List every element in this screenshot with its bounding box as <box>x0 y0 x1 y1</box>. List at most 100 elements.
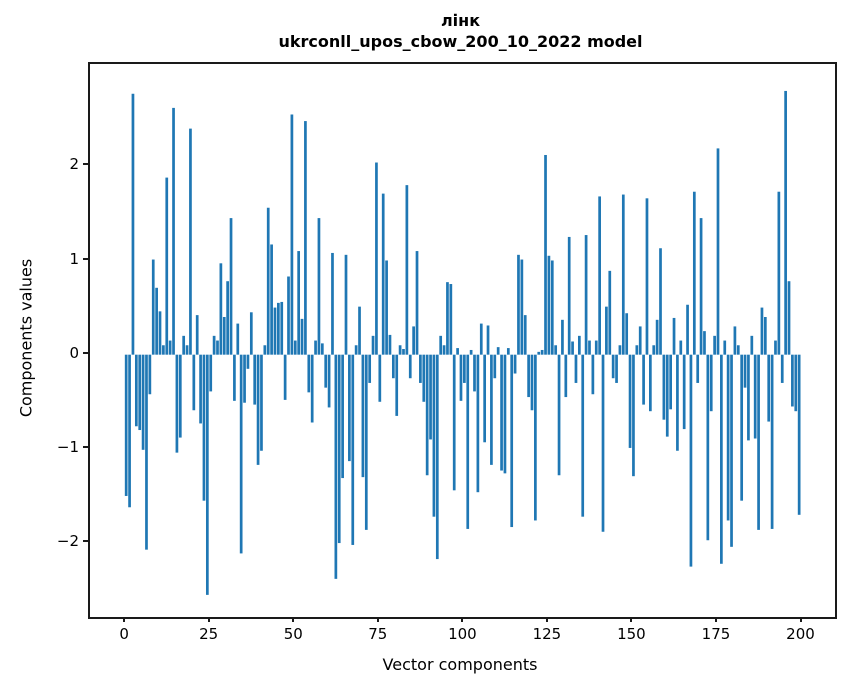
bar <box>219 263 223 355</box>
bar <box>168 340 172 355</box>
bar <box>540 349 544 355</box>
bar <box>476 354 480 493</box>
bar <box>337 354 341 544</box>
bar <box>419 354 422 383</box>
bar <box>571 341 574 355</box>
bar <box>577 335 581 355</box>
bar <box>243 354 246 403</box>
bar <box>236 323 240 355</box>
bar <box>354 345 358 355</box>
bar <box>463 354 466 383</box>
bar <box>290 114 294 355</box>
x-tick <box>715 617 717 622</box>
bar <box>216 340 219 355</box>
bar <box>794 354 798 412</box>
bar <box>750 335 754 355</box>
bar <box>496 347 500 355</box>
bar <box>263 345 267 355</box>
bar <box>381 193 385 355</box>
bar <box>348 354 351 462</box>
bar <box>780 354 784 383</box>
bar <box>446 282 449 355</box>
bar <box>178 354 182 438</box>
bar <box>564 354 568 398</box>
bar <box>395 354 399 416</box>
bar <box>588 340 591 355</box>
bar <box>696 354 700 383</box>
bar <box>767 354 771 422</box>
bar <box>679 340 683 355</box>
bar <box>757 354 760 530</box>
bar <box>713 335 716 355</box>
bar <box>523 315 527 355</box>
bar <box>199 354 202 424</box>
bar <box>534 354 537 521</box>
bar <box>412 326 415 355</box>
bar <box>273 307 277 355</box>
x-tick-label: 125 <box>532 625 562 643</box>
bar <box>402 349 405 355</box>
x-tick-label: 175 <box>701 625 731 643</box>
bar <box>632 354 635 477</box>
bar <box>479 323 483 355</box>
y-axis-label: Components values <box>16 258 36 418</box>
bar <box>537 351 541 355</box>
bar <box>425 354 429 476</box>
bar <box>324 354 328 388</box>
x-tick-label: 100 <box>448 625 477 643</box>
bar <box>415 251 419 355</box>
bar <box>158 311 162 355</box>
bar <box>226 281 229 355</box>
bar <box>709 354 713 412</box>
bar <box>723 340 727 355</box>
bar <box>686 304 689 355</box>
bar <box>784 90 787 355</box>
bar <box>760 307 764 355</box>
bar <box>557 354 561 476</box>
bar <box>459 354 463 401</box>
bar <box>452 354 456 491</box>
bar <box>554 345 558 355</box>
bar <box>162 345 165 355</box>
bar <box>222 317 226 355</box>
bar <box>408 354 412 379</box>
bar <box>605 306 608 355</box>
bar <box>256 354 260 465</box>
bar <box>594 340 598 355</box>
bar <box>280 301 284 355</box>
bar <box>385 260 388 355</box>
bar <box>703 331 706 355</box>
y-tick-label: −2 <box>56 532 79 551</box>
y-tick-label: 2 <box>69 155 79 174</box>
bar <box>124 354 128 496</box>
bar <box>649 354 652 412</box>
chart-title: лінк ukrconll_upos_cbow_200_10_2022 mode… <box>88 10 833 52</box>
bar <box>777 191 781 355</box>
x-tick-label: 0 <box>119 625 129 643</box>
bar <box>435 354 439 560</box>
x-tick <box>207 617 210 622</box>
bar <box>331 252 334 355</box>
bar <box>736 345 740 355</box>
bar <box>327 354 331 408</box>
plot-area <box>88 62 837 619</box>
bar <box>574 354 578 383</box>
x-tick <box>123 617 126 622</box>
bar <box>689 354 693 567</box>
bar <box>618 345 622 355</box>
bar <box>635 345 639 355</box>
chart-title-line2: ukrconll_upos_cbow_200_10_2022 model <box>278 32 643 52</box>
x-tick-label: 75 <box>368 625 388 643</box>
bar <box>581 354 585 517</box>
bar <box>307 354 311 393</box>
bar <box>591 354 595 395</box>
bar <box>774 340 777 355</box>
x-tick <box>630 617 633 622</box>
bar <box>490 354 493 465</box>
bar <box>141 354 145 450</box>
bar <box>517 254 520 355</box>
bar <box>621 194 625 355</box>
bar <box>598 196 601 355</box>
bar <box>628 354 632 448</box>
bar <box>608 270 612 355</box>
